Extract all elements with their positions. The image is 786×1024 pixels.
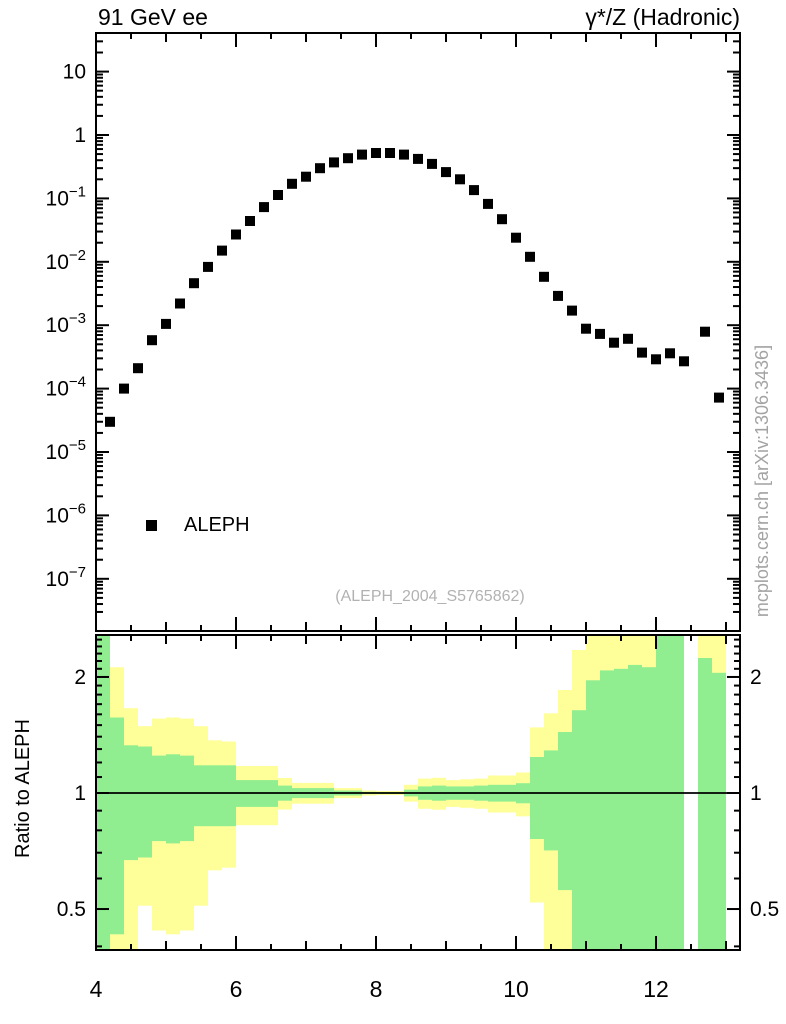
ratio-band-inner bbox=[586, 680, 600, 950]
ratio-band-inner bbox=[124, 745, 138, 861]
y-axis-label: 10−4 bbox=[46, 374, 86, 401]
data-point bbox=[273, 190, 283, 200]
x-axis-label: 12 bbox=[643, 976, 669, 1002]
ratio-band-inner bbox=[614, 668, 628, 950]
ratio-label-left: 2 bbox=[74, 666, 86, 689]
data-point bbox=[637, 347, 647, 358]
data-point bbox=[385, 148, 395, 158]
ratio-band-inner bbox=[222, 765, 236, 827]
legend-marker-square-icon bbox=[146, 519, 157, 531]
data-point bbox=[329, 157, 339, 168]
x-axis-label: 4 bbox=[90, 976, 103, 1002]
ratio-band-inner bbox=[110, 717, 124, 935]
analysis-reference-label: (ALEPH_2004_S5765862) bbox=[335, 588, 525, 605]
data-point bbox=[539, 271, 549, 282]
ratio-label-left: 0.5 bbox=[57, 898, 86, 921]
data-point bbox=[175, 298, 185, 309]
data-point bbox=[469, 185, 479, 196]
ratio-band-inner bbox=[572, 710, 586, 950]
ratio-band-inner bbox=[642, 667, 656, 950]
data-point bbox=[455, 174, 465, 185]
y-axis-label: 1 bbox=[74, 124, 86, 147]
data-point bbox=[105, 416, 115, 427]
data-point bbox=[217, 245, 227, 256]
data-point bbox=[161, 318, 171, 329]
x-axis-label: 10 bbox=[503, 976, 529, 1002]
ratio-label-left: 1 bbox=[74, 782, 86, 805]
data-point bbox=[623, 333, 633, 344]
data-point bbox=[301, 171, 311, 182]
data-point bbox=[553, 290, 563, 301]
data-point bbox=[581, 323, 591, 334]
data-point bbox=[679, 356, 689, 367]
y-axis-label: 10−2 bbox=[46, 247, 86, 274]
data-point bbox=[119, 383, 129, 394]
data-point bbox=[497, 214, 507, 225]
ratio-band-inner bbox=[628, 664, 642, 950]
data-point bbox=[287, 178, 297, 189]
data-point bbox=[714, 392, 724, 403]
data-point bbox=[441, 167, 451, 178]
data-point bbox=[231, 229, 241, 240]
y-axis-label: 10−1 bbox=[46, 183, 86, 210]
data-point bbox=[700, 326, 710, 337]
data-point bbox=[133, 363, 143, 374]
ratio-band-inner bbox=[166, 754, 180, 844]
ratio-axis-title: Ratio to ALEPH bbox=[12, 719, 34, 858]
ratio-label-right: 0.5 bbox=[750, 898, 779, 921]
data-point bbox=[371, 148, 381, 158]
ratio-band-inner bbox=[600, 670, 614, 950]
data-point bbox=[245, 216, 255, 226]
ratio-band-inner bbox=[194, 765, 208, 827]
ratio-band-inner bbox=[712, 672, 726, 950]
data-point bbox=[357, 149, 367, 160]
ratio-band-inner bbox=[544, 750, 558, 851]
data-point bbox=[399, 149, 409, 160]
data-point bbox=[595, 328, 605, 339]
watermark-text: mcplots.cern.ch [arXiv:1306.3436] bbox=[752, 344, 772, 618]
ratio-band-inner bbox=[152, 755, 166, 842]
data-point bbox=[483, 198, 493, 209]
data-point bbox=[413, 153, 423, 164]
legend-label: ALEPH bbox=[184, 513, 250, 536]
data-point bbox=[427, 158, 437, 169]
plot-title-energy: 91 GeV ee bbox=[98, 4, 208, 30]
y-axis-label: 10−3 bbox=[46, 310, 86, 337]
x-axis-label: 8 bbox=[370, 976, 383, 1002]
ratio-band-inner bbox=[138, 746, 152, 858]
data-point bbox=[525, 251, 535, 262]
y-axis-label: 10−6 bbox=[46, 500, 86, 527]
data-point bbox=[343, 153, 353, 164]
ratio-label-right: 2 bbox=[750, 666, 762, 689]
data-point bbox=[651, 354, 661, 365]
y-axis-label: 10−5 bbox=[46, 437, 86, 464]
legend: ALEPH bbox=[146, 514, 250, 536]
y-axis-label: 10−7 bbox=[46, 564, 86, 591]
y-axis-label: 10 bbox=[63, 61, 86, 84]
data-point bbox=[511, 232, 521, 243]
ratio-band-inner bbox=[180, 755, 194, 842]
data-point bbox=[609, 337, 619, 348]
ratio-label-right: 1 bbox=[750, 782, 762, 805]
data-point bbox=[203, 261, 213, 272]
ratio-band-inner bbox=[558, 732, 572, 891]
ratio-band-inner bbox=[530, 757, 544, 839]
data-point bbox=[259, 202, 269, 213]
ratio-band-inner bbox=[208, 765, 222, 827]
data-point bbox=[147, 335, 157, 346]
data-point bbox=[665, 348, 675, 359]
x-axis-label: 6 bbox=[230, 976, 243, 1002]
data-point bbox=[189, 278, 199, 289]
data-point bbox=[315, 163, 325, 174]
ratio-band-inner bbox=[698, 658, 712, 950]
data-point bbox=[567, 305, 577, 316]
plot-title-process: γ*/Z (Hadronic) bbox=[585, 4, 740, 30]
panel-frame bbox=[95, 32, 741, 632]
